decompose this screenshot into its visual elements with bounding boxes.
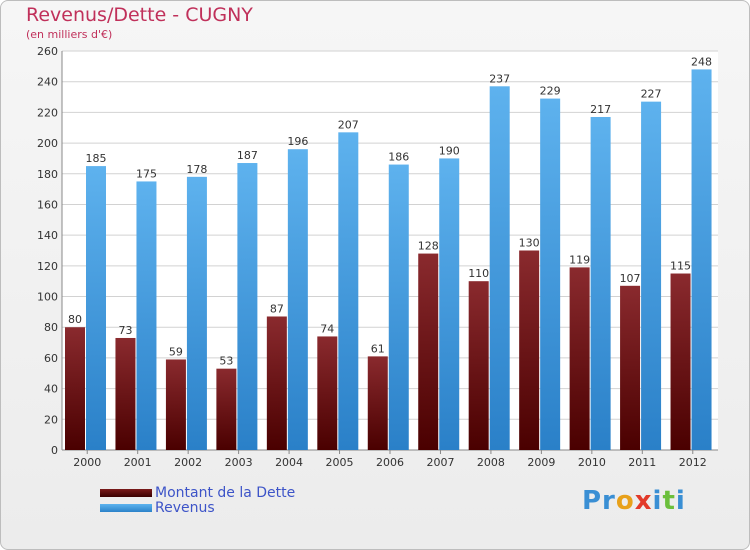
bar-dette [216, 368, 237, 450]
data-label-revenus: 237 [489, 72, 510, 85]
data-label-dette: 59 [169, 345, 183, 358]
data-label-revenus: 178 [186, 163, 207, 176]
data-label-dette: 119 [569, 253, 590, 266]
x-tick-label: 2007 [426, 456, 454, 469]
chart-subtitle: (en milliers d'€) [26, 28, 113, 41]
data-label-revenus: 175 [136, 167, 157, 180]
data-label-revenus: 207 [338, 118, 359, 131]
data-label-revenus: 248 [691, 55, 712, 68]
bar-revenus [439, 158, 460, 450]
bar-revenus [691, 69, 712, 451]
logo-letter: i [675, 486, 686, 516]
bar-revenus [540, 98, 561, 451]
data-label-revenus: 227 [641, 88, 662, 101]
bar-revenus [641, 101, 662, 451]
y-tick-label: 160 [37, 198, 58, 211]
bar-dette [65, 327, 85, 450]
data-label-dette: 115 [670, 260, 691, 273]
y-tick-label: 180 [37, 168, 58, 181]
bar-dette [468, 281, 489, 450]
logo-letter: x [634, 486, 653, 516]
data-label-dette: 73 [118, 324, 132, 337]
bar-revenus [136, 181, 157, 450]
x-tick-label: 2011 [628, 456, 656, 469]
y-tick-label: 0 [51, 444, 58, 457]
data-label-revenus: 185 [86, 152, 107, 165]
x-tick-label: 2004 [275, 456, 303, 469]
data-label-revenus: 217 [590, 103, 611, 116]
x-tick-label: 2005 [326, 456, 354, 469]
x-tick-label: 2002 [174, 456, 202, 469]
y-tick-label: 20 [44, 413, 58, 426]
legend-swatch-dette [100, 489, 152, 497]
bar-revenus [388, 164, 409, 451]
y-tick-label: 100 [37, 291, 58, 304]
data-label-dette: 87 [270, 302, 284, 315]
bar-dette [670, 273, 691, 450]
bar-revenus [590, 116, 611, 450]
x-tick-label: 2008 [477, 456, 505, 469]
proxiti-logo: Proxiti [582, 486, 686, 516]
data-label-dette: 130 [519, 237, 540, 250]
bar-revenus [287, 149, 308, 450]
logo-letter: t [662, 486, 676, 516]
bar-dette [266, 316, 287, 450]
logo-letter: Pr [582, 486, 616, 516]
data-label-dette: 74 [320, 322, 334, 335]
data-label-revenus: 187 [237, 149, 258, 162]
y-tick-label: 120 [37, 260, 58, 273]
x-tick-label: 2010 [578, 456, 606, 469]
legend-swatch-revenus [100, 504, 152, 512]
y-tick-label: 60 [44, 352, 58, 365]
data-label-dette: 61 [371, 342, 385, 355]
bar-revenus [86, 166, 106, 450]
x-tick-label: 2003 [225, 456, 253, 469]
data-label-revenus: 196 [287, 135, 308, 148]
data-label-dette: 80 [68, 313, 82, 326]
bar-dette [115, 337, 136, 450]
logo-letter: i [652, 486, 663, 516]
x-tick-label: 2006 [376, 456, 404, 469]
bar-dette [317, 336, 338, 450]
bar-revenus [489, 86, 510, 451]
y-tick-label: 240 [37, 76, 58, 89]
data-label-dette: 110 [468, 267, 489, 280]
legend-label-revenus: Revenus [155, 500, 215, 516]
data-label-dette: 107 [620, 272, 641, 285]
bar-dette [367, 356, 388, 450]
bar-revenus [186, 176, 207, 451]
legend-label-dette: Montant de la Dette [155, 485, 296, 501]
y-tick-label: 140 [37, 229, 58, 242]
bar-dette [620, 285, 641, 450]
y-tick-label: 200 [37, 137, 58, 150]
data-label-revenus: 186 [388, 151, 409, 164]
data-label-dette: 53 [219, 355, 233, 368]
data-label-dette: 128 [418, 240, 439, 253]
chart-title: Revenus/Dette - CUGNY [26, 4, 253, 26]
x-tick-label: 2009 [527, 456, 555, 469]
logo-letter: o [615, 486, 635, 516]
y-tick-label: 40 [44, 383, 58, 396]
y-tick-label: 220 [37, 106, 58, 119]
x-tick-label: 2012 [679, 456, 707, 469]
data-label-revenus: 190 [439, 144, 460, 157]
bar-dette [165, 359, 186, 450]
x-tick-label: 2000 [73, 456, 101, 469]
bar-dette [418, 253, 439, 450]
x-tick-label: 2001 [124, 456, 152, 469]
data-label-revenus: 229 [540, 85, 561, 98]
bar-revenus [338, 132, 359, 451]
y-tick-label: 80 [44, 321, 58, 334]
y-tick-label: 260 [37, 45, 58, 58]
bar-dette [569, 267, 590, 450]
bar-dette [519, 250, 540, 450]
bar-revenus [237, 163, 258, 450]
